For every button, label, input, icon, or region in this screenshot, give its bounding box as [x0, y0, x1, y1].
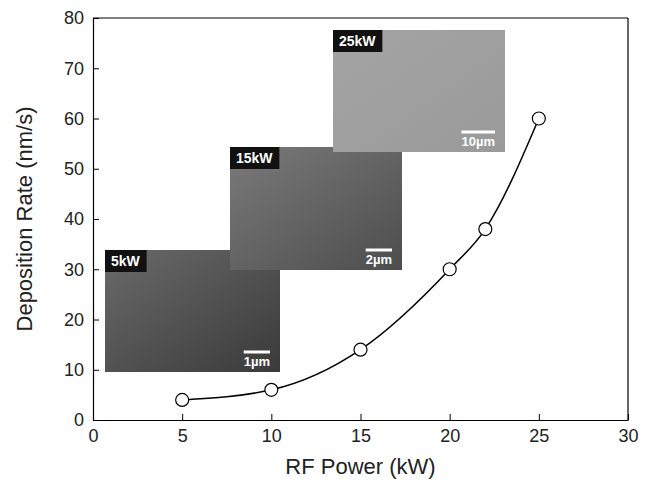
- y-tick-label: 60: [64, 109, 84, 129]
- y-axis: 0 10 20 30 40 50 60 70 80: [64, 8, 99, 430]
- x-tick-label: 20: [440, 426, 460, 446]
- y-tick: 20: [64, 310, 99, 330]
- y-tick: 50: [64, 159, 99, 179]
- x-axis-line: [94, 420, 629, 421]
- scale-bar: [461, 131, 495, 134]
- x-axis: 0 5 10 15 20 25 30: [88, 414, 638, 446]
- x-tick: 10: [262, 414, 282, 446]
- y-tick: 60: [64, 109, 99, 129]
- y-tick: 40: [64, 209, 99, 229]
- data-point: [443, 263, 456, 276]
- inset-label-box: [333, 30, 382, 52]
- y-tick-mark: [93, 169, 99, 170]
- x-tick-mark: [539, 414, 540, 420]
- inset: 25kW 10µm: [333, 30, 505, 152]
- inset-label: 5kW: [111, 253, 141, 269]
- data-point: [265, 383, 278, 396]
- y-tick-label: 10: [64, 360, 84, 380]
- x-tick-mark: [182, 414, 183, 420]
- x-tick: 30: [618, 414, 638, 446]
- y-tick-mark: [93, 370, 99, 371]
- y-tick-mark: [93, 18, 99, 19]
- inset-label-box: [230, 147, 279, 169]
- insets: 5kW 1µm 15kW 2µm 25kW 10µm: [105, 30, 505, 372]
- y-tick-label: 30: [64, 260, 84, 280]
- scale-bar: [366, 249, 392, 252]
- data-line: [182, 119, 539, 400]
- y-tick: 80: [64, 8, 99, 28]
- y-tick-label: 40: [64, 209, 84, 229]
- inset-image: [333, 30, 505, 152]
- scale-bar: [244, 351, 270, 354]
- y-tick-mark: [93, 420, 99, 421]
- y-tick-label: 80: [64, 8, 84, 28]
- inset-label: 15kW: [236, 150, 273, 166]
- x-tick-mark: [450, 414, 451, 420]
- inset-label: 25kW: [339, 33, 376, 49]
- data-layer: [176, 112, 546, 406]
- y-tick-mark: [93, 320, 99, 321]
- frame-right: [627, 18, 628, 420]
- y-tick: 0: [74, 410, 99, 430]
- x-tick-label: 30: [618, 426, 638, 446]
- x-tick-mark: [628, 414, 629, 420]
- inset: 15kW 2µm: [230, 147, 402, 270]
- inset-label-box: [105, 250, 147, 272]
- y-tick-mark: [93, 68, 99, 69]
- y-tick: 30: [64, 260, 99, 280]
- x-axis-title: RF Power (kW): [285, 454, 435, 479]
- x-tick-label: 5: [178, 426, 188, 446]
- y-axis-title: Deposition Rate (nm/s): [12, 107, 37, 332]
- data-point: [354, 343, 367, 356]
- plot: 0 5 10 15 20 25 30 0 10 20 30 40 50 60 70 80 5kW 1µm 15kW 2…: [64, 8, 639, 446]
- y-tick: 70: [64, 59, 99, 79]
- y-tick-mark: [93, 219, 99, 220]
- x-tick-label: 0: [88, 426, 98, 446]
- data-point: [176, 393, 189, 406]
- data-point: [479, 223, 492, 236]
- y-tick-label: 70: [64, 59, 84, 79]
- scale-bar-label: 2µm: [366, 252, 392, 267]
- x-tick: 15: [351, 414, 371, 446]
- frame-top: [93, 17, 628, 18]
- data-point: [532, 112, 545, 125]
- y-tick: 10: [64, 360, 99, 380]
- x-tick: 5: [178, 414, 188, 446]
- x-tick-mark: [361, 414, 362, 420]
- x-tick-label: 10: [262, 426, 282, 446]
- x-tick-label: 25: [529, 426, 549, 446]
- x-tick-label: 15: [351, 426, 371, 446]
- inset-image: [230, 147, 402, 270]
- scale-bar-label: 1µm: [244, 354, 270, 369]
- y-tick-label: 50: [64, 159, 84, 179]
- y-tick-label: 20: [64, 310, 84, 330]
- x-tick: 25: [529, 414, 549, 446]
- x-tick-mark: [271, 414, 272, 420]
- scale-bar-label: 10µm: [461, 134, 495, 149]
- y-tick-mark: [93, 269, 99, 270]
- y-tick-mark: [93, 119, 99, 120]
- y-tick-label: 0: [74, 410, 84, 430]
- x-tick: 20: [440, 414, 460, 446]
